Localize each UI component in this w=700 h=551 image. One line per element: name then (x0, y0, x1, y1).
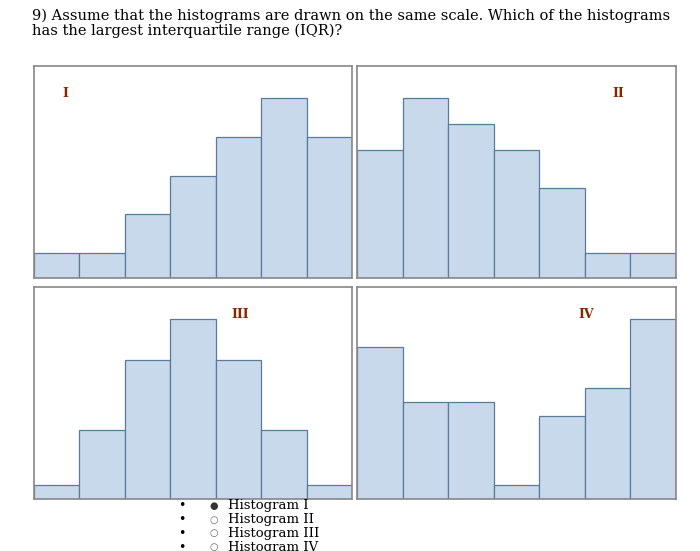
Bar (402, 99, 448, 278)
Text: I: I (62, 87, 69, 100)
Text: ○: ○ (209, 542, 218, 551)
Text: has the largest interquartile range (IQR)?: has the largest interquartile range (IQR… (32, 23, 342, 37)
Bar (261, 430, 307, 499)
Text: •: • (178, 527, 186, 540)
Bar (216, 360, 261, 499)
Bar (79, 430, 125, 499)
Bar (170, 319, 216, 499)
Text: 9) Assume that the histograms are drawn on the same scale. Which of the histogra: 9) Assume that the histograms are drawn … (32, 8, 670, 23)
Bar (539, 415, 584, 499)
Bar (357, 347, 402, 499)
Text: IV: IV (578, 307, 594, 321)
Bar (448, 124, 493, 278)
Bar (402, 402, 448, 499)
Text: ●: ● (209, 501, 218, 511)
Text: •: • (178, 541, 186, 551)
Text: Histogram II: Histogram II (228, 513, 314, 526)
Bar (307, 137, 352, 278)
Bar (584, 388, 630, 499)
Text: Histogram I: Histogram I (228, 499, 308, 512)
Text: •: • (178, 499, 186, 512)
Bar (125, 214, 170, 278)
Bar (357, 150, 402, 278)
Bar (170, 176, 216, 278)
Text: Histogram IV: Histogram IV (228, 541, 318, 551)
Bar (584, 252, 630, 278)
Bar (448, 402, 493, 499)
Text: ○: ○ (209, 528, 218, 538)
Bar (494, 485, 539, 499)
Bar (34, 252, 79, 278)
Bar (494, 150, 539, 278)
Bar (216, 137, 261, 278)
Text: II: II (612, 87, 624, 100)
Bar (539, 188, 584, 278)
Bar (261, 99, 307, 278)
Text: ○: ○ (209, 515, 218, 525)
Bar (630, 319, 676, 499)
Text: •: • (178, 513, 186, 526)
Text: Histogram III: Histogram III (228, 527, 319, 540)
Text: III: III (232, 307, 249, 321)
Bar (630, 252, 676, 278)
Bar (125, 360, 170, 499)
Bar (79, 252, 125, 278)
Bar (34, 485, 79, 499)
Bar (307, 485, 352, 499)
